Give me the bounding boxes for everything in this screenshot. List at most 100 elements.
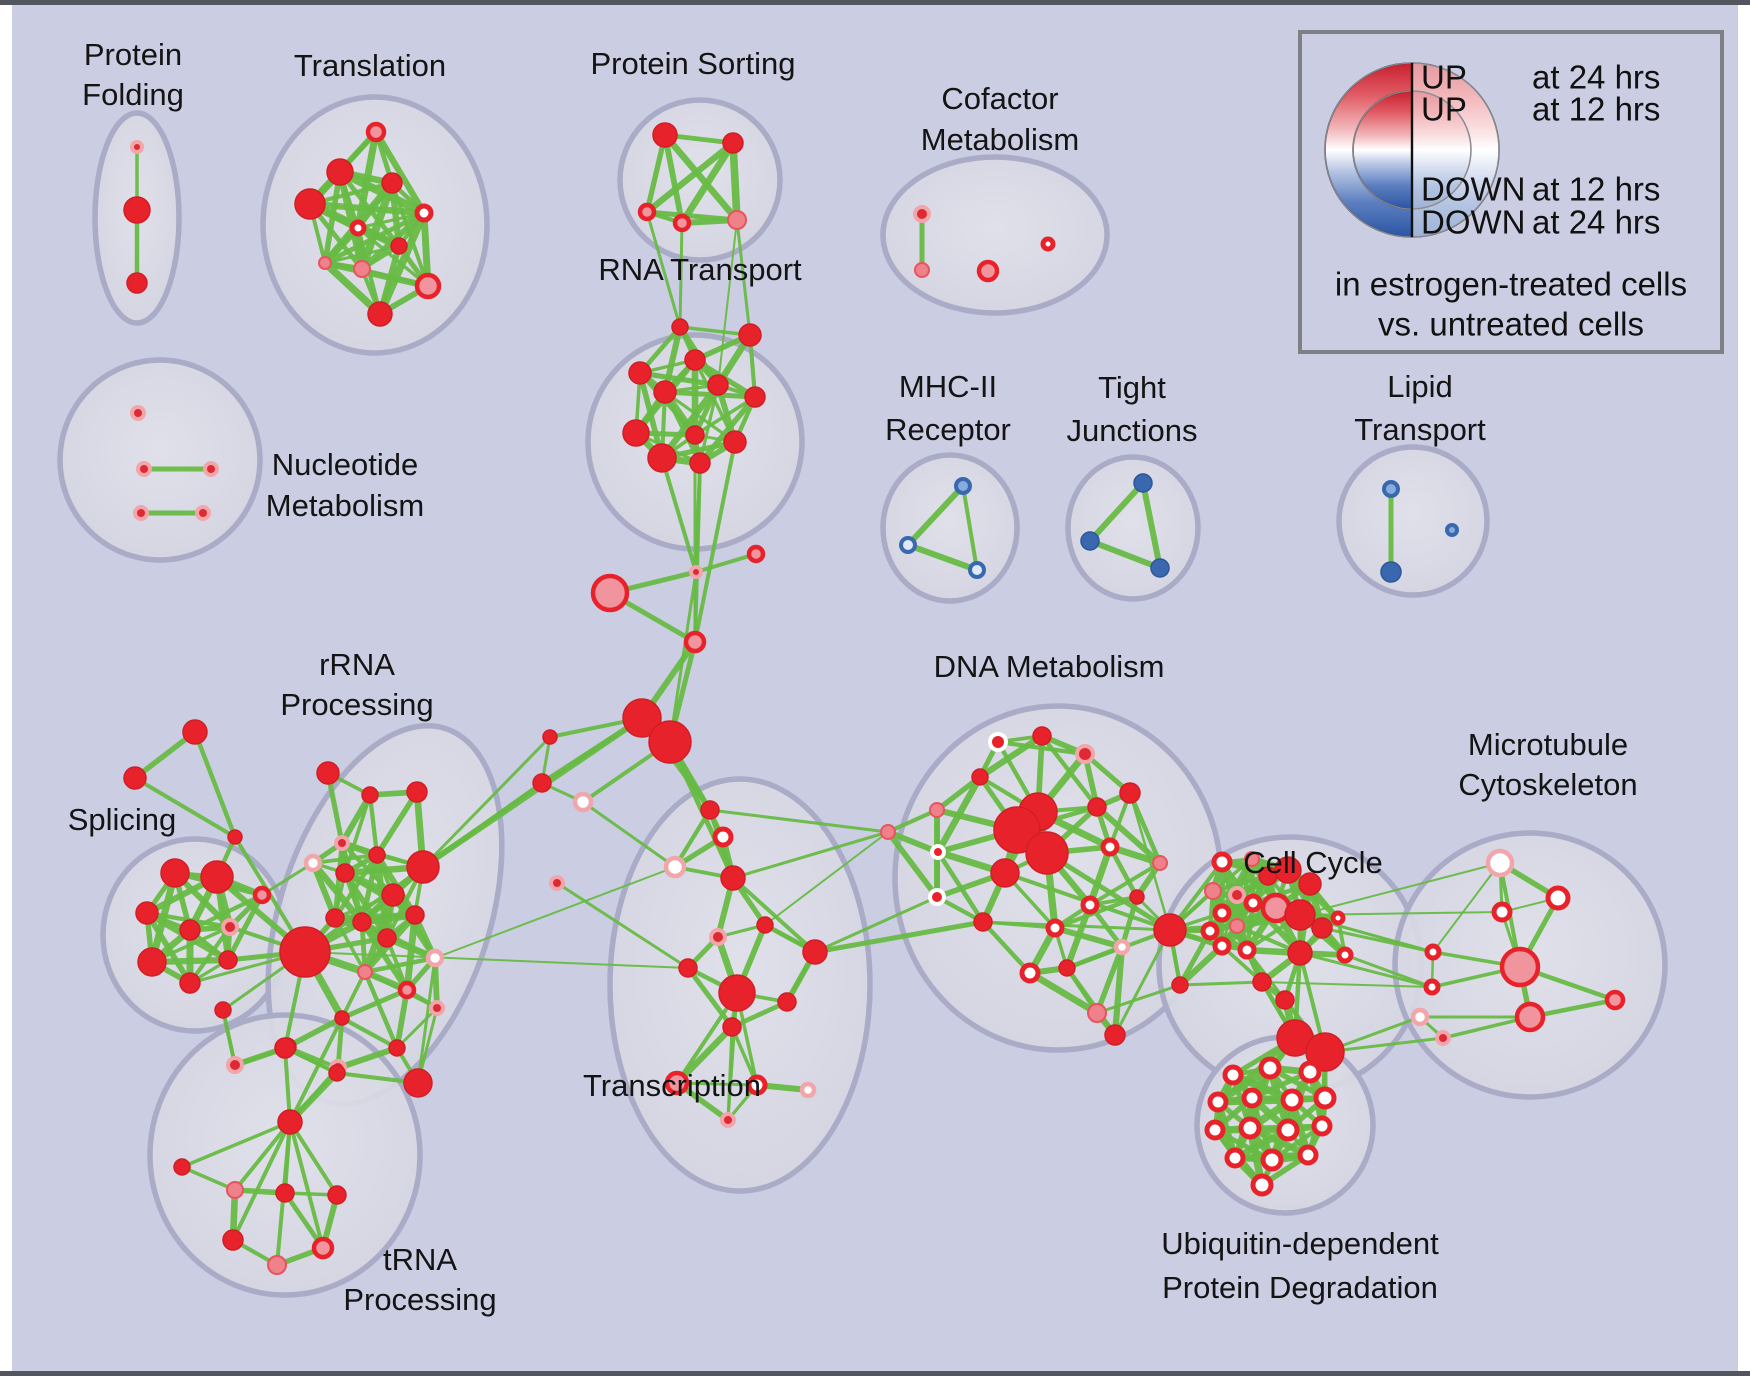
- gene-node-rw: [1243, 893, 1263, 913]
- gene-node-r: [222, 1229, 244, 1251]
- inter-cluster-edge: [708, 808, 890, 834]
- network-edge: [233, 1120, 292, 1192]
- network-edge: [1178, 980, 1264, 987]
- cluster-label-protein-sorting-line1: Protein Sorting: [590, 46, 795, 81]
- gene-node-rw: [1212, 936, 1232, 956]
- gene-node-rw: [1250, 1173, 1274, 1197]
- gene-node-wr: [988, 732, 1008, 752]
- gene-node-rw: [1545, 885, 1571, 911]
- inter-cluster-edge: [421, 735, 552, 869]
- gene-node-r: [738, 323, 762, 347]
- gene-node-r: [1274, 856, 1302, 884]
- inter-cluster-edge: [660, 456, 698, 574]
- gene-node-rp: [672, 213, 692, 233]
- network-edge: [662, 389, 758, 400]
- bottom-border: [0, 1371, 1750, 1376]
- gene-node-b: [1133, 473, 1153, 493]
- network-edge: [394, 987, 410, 1051]
- gene-node-r: [405, 905, 425, 925]
- gene-node-rw: [1212, 903, 1232, 923]
- gene-node-rw: [1491, 901, 1513, 923]
- gene-node-rw: [1260, 1148, 1284, 1172]
- gene-node-rw: [746, 1074, 768, 1096]
- gene-node-r: [722, 132, 744, 154]
- gene-node-p: [357, 964, 373, 980]
- gene-node-pr: [913, 205, 931, 223]
- network-edge: [362, 955, 438, 975]
- inter-cluster-edge: [693, 461, 702, 644]
- cluster-label-dna-metabolism-line1: DNA Metabolism: [934, 649, 1165, 684]
- gene-node-pr: [130, 140, 144, 154]
- inter-cluster-edge: [678, 221, 684, 329]
- gene-node-rp: [397, 980, 417, 1000]
- inter-cluster-edge: [981, 920, 1172, 932]
- gene-node-r: [279, 926, 331, 978]
- gene-node-rw: [1424, 943, 1442, 961]
- cluster-ellipse-lipid-transport: [1336, 444, 1490, 598]
- legend-time-2: at 12 hrs: [1532, 91, 1660, 128]
- gene-node-r: [648, 720, 692, 764]
- network-edge: [685, 965, 735, 1030]
- gene-node-rw: [1297, 1144, 1319, 1166]
- network-edge: [311, 853, 379, 865]
- gene-node-bo: [899, 536, 917, 554]
- cluster-label-rrna-processing-line1: rRNA: [319, 647, 395, 682]
- inter-cluster-edge: [731, 830, 890, 880]
- network-edge: [643, 139, 737, 216]
- gene-node-r: [802, 939, 828, 965]
- gene-node-rw: [1204, 1119, 1226, 1141]
- gene-node-pr: [130, 405, 146, 421]
- network-edge: [288, 1120, 339, 1197]
- network-edge: [1127, 790, 1163, 866]
- gene-node-r: [1104, 1024, 1126, 1046]
- network-edge: [1026, 969, 1101, 1017]
- gene-node-r: [361, 786, 379, 804]
- network-edge: [694, 552, 758, 574]
- gene-node-p: [880, 824, 896, 840]
- gene-node-pr: [136, 461, 152, 477]
- network-edge: [1088, 861, 1162, 907]
- network-edge: [338, 791, 374, 847]
- network-edge: [675, 1081, 759, 1087]
- network-edge: [180, 1120, 292, 1169]
- network-edge: [306, 200, 428, 217]
- gene-node-rw: [1222, 1064, 1244, 1086]
- gene-node-rw: [1224, 1147, 1246, 1169]
- network-edge: [395, 1006, 439, 1050]
- network-edge: [323, 244, 401, 265]
- legend-time-3: at 12 hrs: [1532, 171, 1660, 208]
- gene-node-r: [200, 860, 234, 894]
- gene-node-rw: [1313, 1086, 1337, 1110]
- gene-node-rp: [414, 272, 442, 300]
- gene-node-bo: [968, 561, 986, 579]
- gene-node-p: [1152, 855, 1168, 871]
- gene-node-r: [406, 781, 428, 803]
- network-edge: [637, 370, 721, 388]
- cluster-label-rrna-processing-line2: Processing: [280, 687, 433, 722]
- gene-node-r: [327, 1185, 347, 1205]
- gene-node-r: [377, 928, 397, 948]
- gene-node-rp: [683, 630, 707, 654]
- inter-cluster-edge: [1298, 951, 1434, 989]
- gene-node-r: [403, 1068, 433, 1098]
- network-edge: [1094, 944, 1125, 1016]
- network-edge: [339, 1015, 400, 1051]
- gene-node-r: [973, 912, 993, 932]
- gene-node-p: [1229, 918, 1245, 934]
- gene-node-rw: [1298, 1060, 1322, 1084]
- gene-node-r: [1129, 889, 1145, 905]
- gene-node-r: [316, 761, 340, 785]
- network-edge: [658, 381, 722, 462]
- gene-node-r: [352, 912, 372, 932]
- legend-direction-2: UP: [1421, 91, 1467, 128]
- gene-node-rw: [1080, 895, 1100, 915]
- gene-node-pr: [226, 1056, 244, 1074]
- gene-node-pr: [195, 505, 211, 521]
- gene-node-p: [1204, 882, 1222, 900]
- gene-node-r: [1058, 959, 1076, 977]
- gene-node-r: [123, 196, 151, 224]
- network-edge: [332, 852, 380, 921]
- gene-node-pr: [133, 505, 149, 521]
- gene-node-rw: [1280, 1088, 1304, 1112]
- legend-direction-3: DOWN: [1421, 171, 1525, 208]
